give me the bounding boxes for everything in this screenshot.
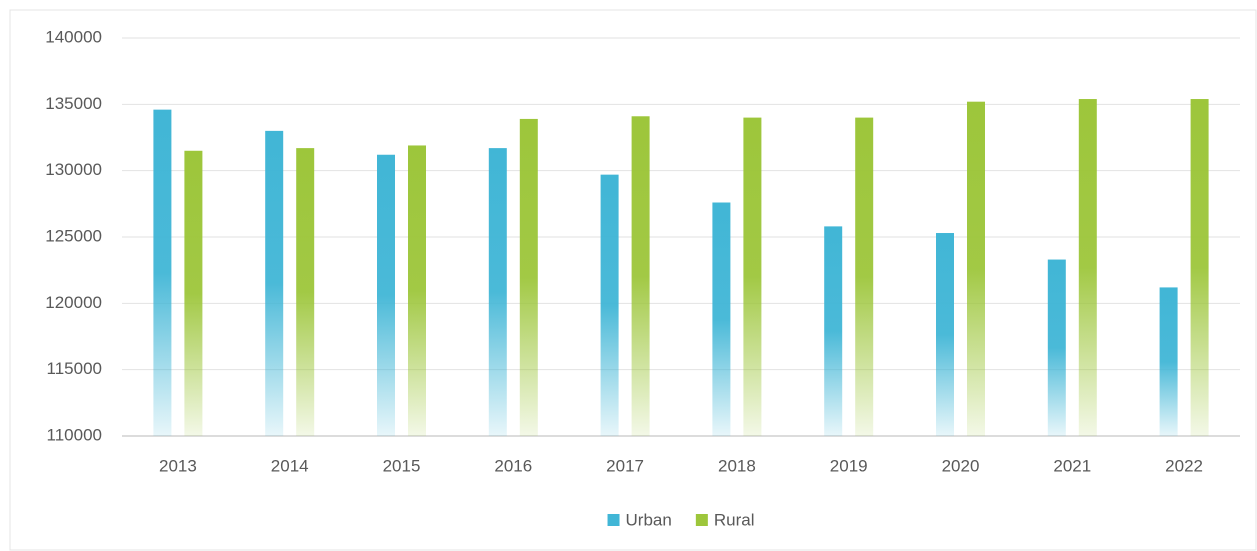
y-tick-label: 130000	[45, 160, 102, 179]
x-tick-label: 2013	[159, 456, 197, 475]
y-tick-label: 110000	[47, 425, 102, 444]
x-tick-label: 2017	[606, 456, 644, 475]
legend-swatch	[695, 514, 708, 526]
y-tick-label: 120000	[45, 293, 102, 312]
x-tick-label: 2019	[830, 456, 868, 475]
x-tick-label: 2021	[1053, 456, 1091, 475]
x-tick-label: 2022	[1165, 456, 1203, 475]
legend-label: Rural	[714, 510, 755, 529]
bar	[153, 109, 172, 436]
bar	[488, 148, 507, 436]
bar	[600, 174, 619, 436]
bar	[1159, 287, 1178, 436]
bar	[296, 148, 315, 436]
y-tick-label: 115000	[47, 359, 102, 378]
bar	[1190, 99, 1209, 436]
bar	[1078, 99, 1097, 436]
bar	[519, 118, 538, 436]
bar	[936, 233, 954, 436]
y-tick-label: 125000	[45, 226, 102, 245]
bar	[967, 101, 985, 437]
x-tick-label: 2016	[494, 456, 532, 475]
bar	[408, 145, 426, 436]
bar	[1047, 259, 1066, 436]
bar	[631, 116, 650, 437]
legend-item: Urban	[607, 510, 672, 529]
x-tick-label: 2014	[271, 456, 309, 475]
bar	[377, 154, 395, 436]
bar	[824, 226, 843, 436]
bar	[712, 202, 731, 436]
bar	[855, 117, 874, 436]
bar	[743, 117, 762, 436]
legend-swatch	[607, 514, 620, 526]
legend-item: Rural	[695, 510, 755, 529]
x-tick-label: 2015	[383, 456, 421, 475]
bar	[184, 150, 203, 436]
x-tick-label: 2018	[718, 456, 756, 475]
bar	[265, 130, 284, 436]
y-tick-label: 140000	[45, 27, 102, 46]
legend-label: Urban	[626, 510, 672, 529]
x-tick-label: 2020	[942, 456, 980, 475]
y-tick-label: 135000	[45, 94, 102, 113]
